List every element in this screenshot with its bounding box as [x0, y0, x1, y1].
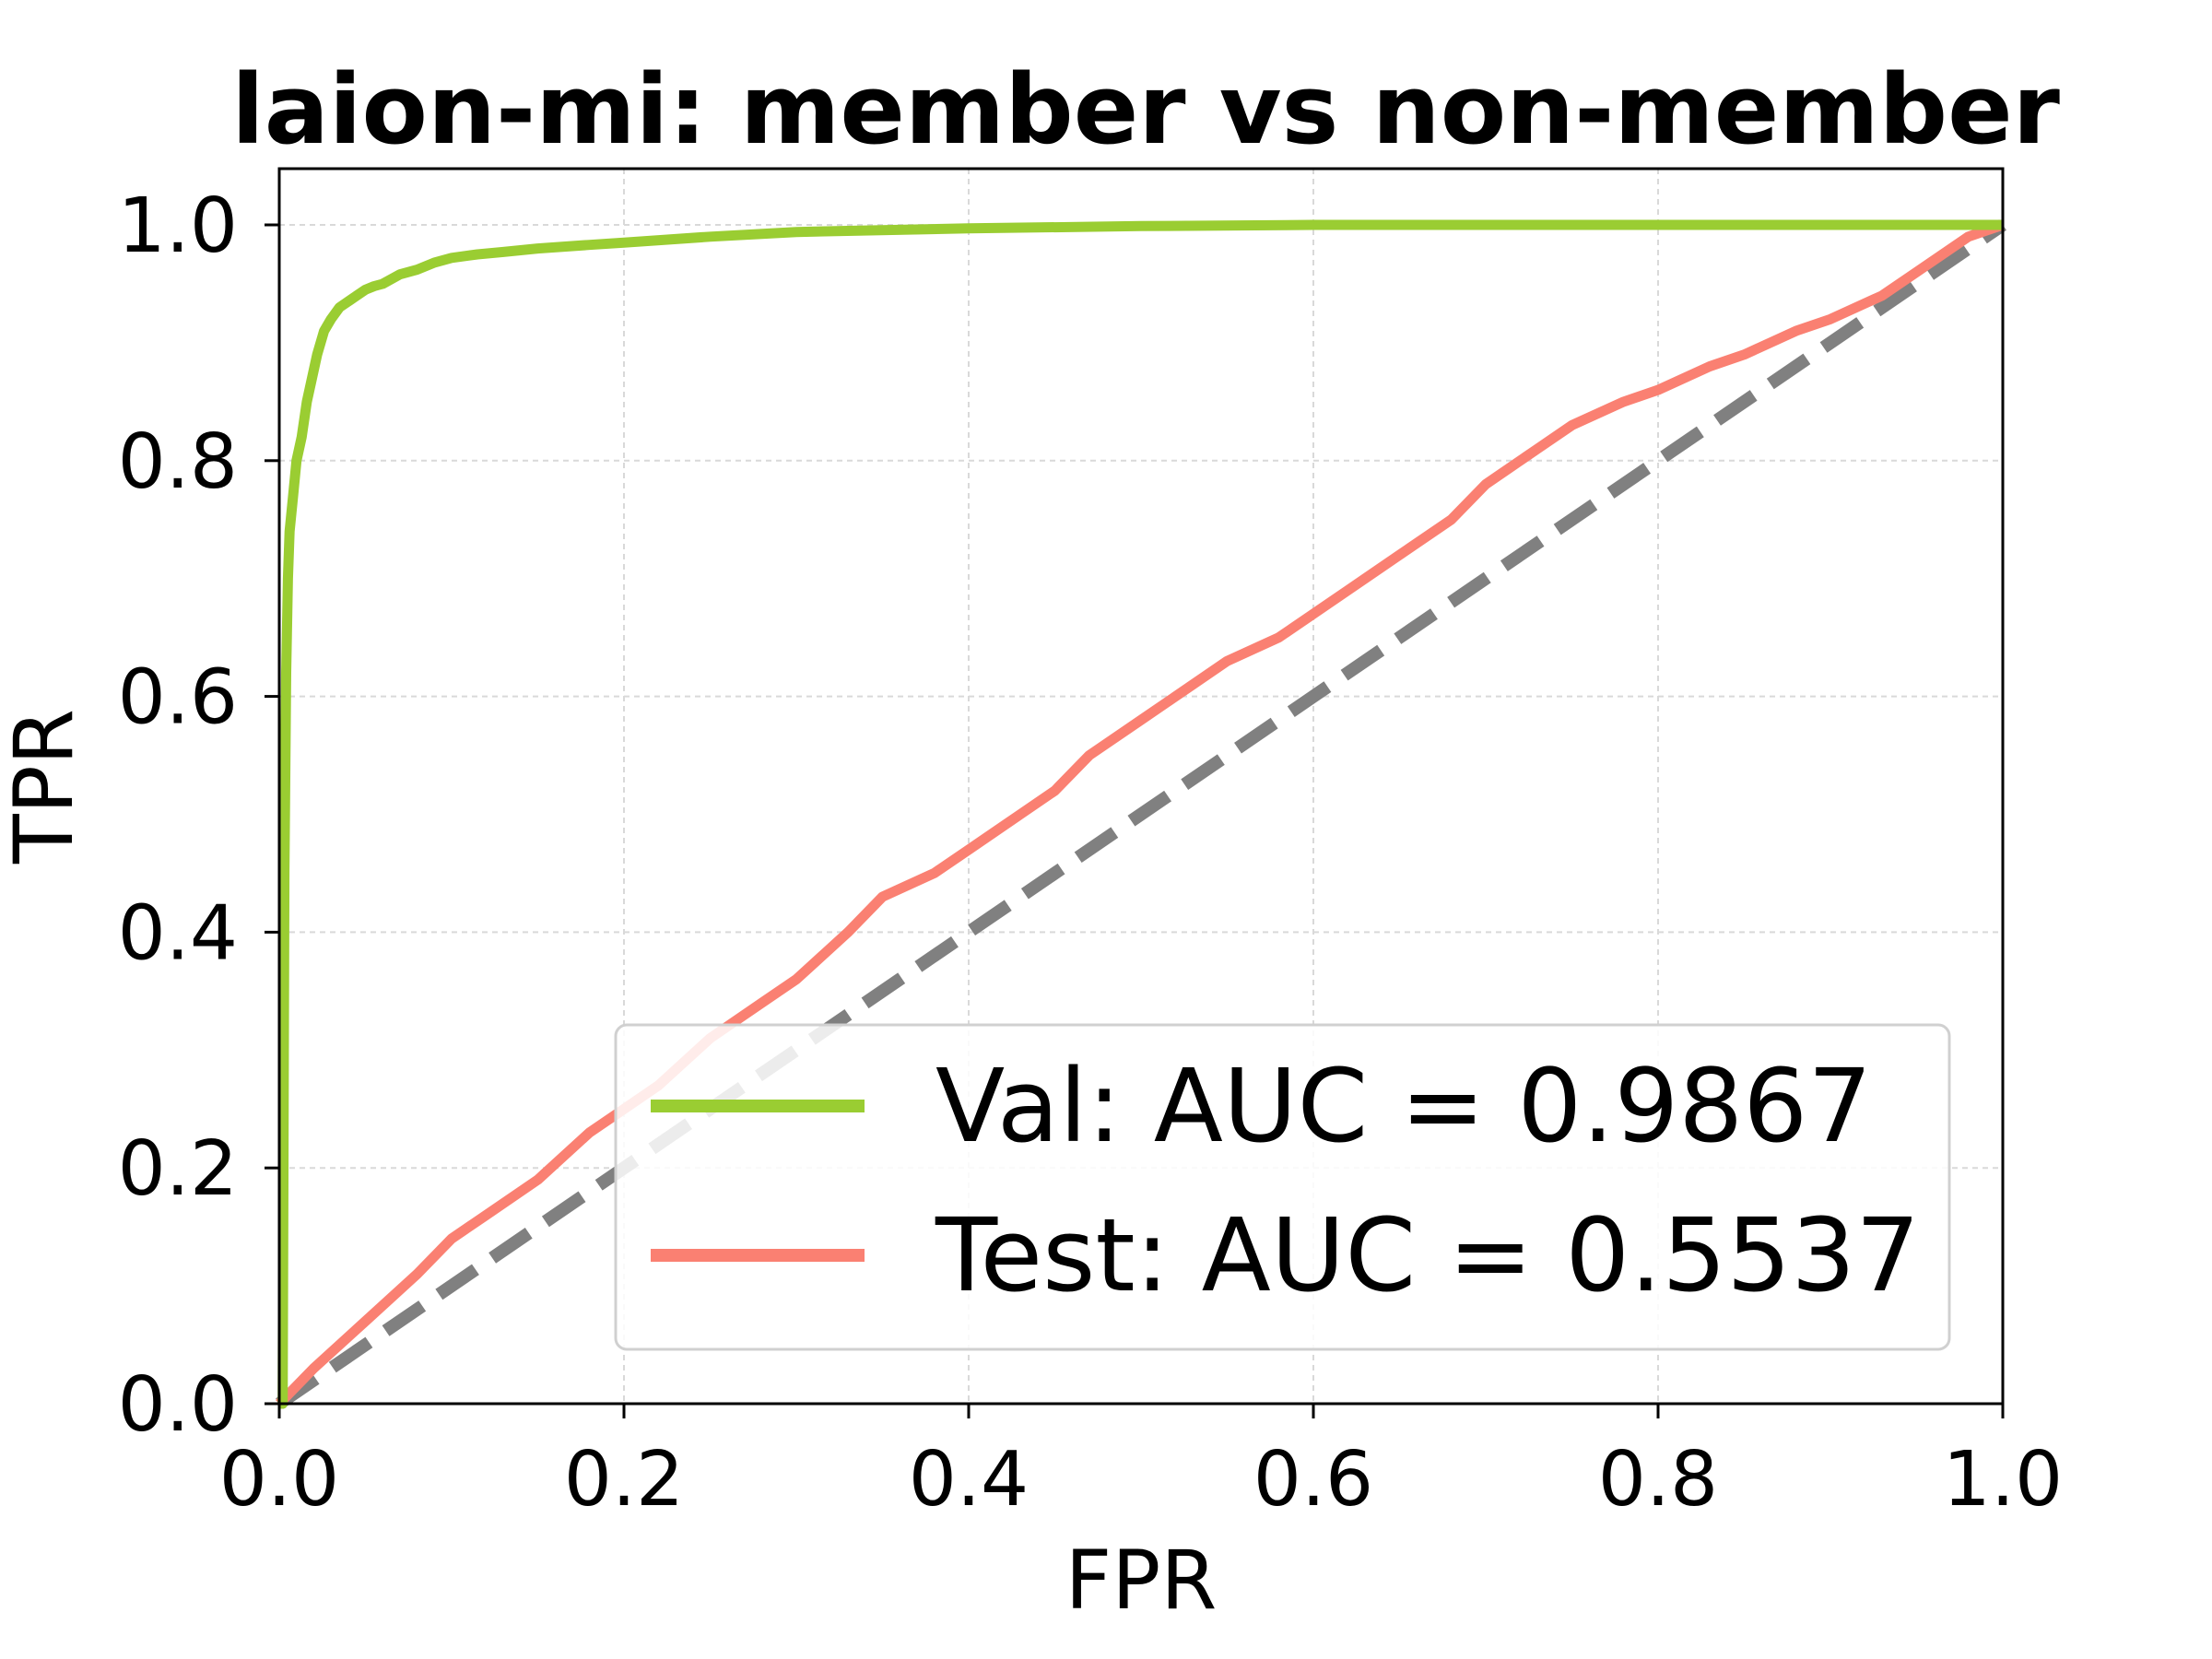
x-tick-label-1: 0.2: [564, 1436, 684, 1524]
plot-frame: [277, 167, 2005, 1406]
ticks: 0.0 0.2 0.4 0.6 0.8 1.0 0.0 0.2 0.4 0.6 0.8 1.0: [118, 182, 2064, 1524]
chart-title: laion-mi: member vs non-member: [231, 53, 2060, 166]
test-roc-line: [276, 219, 2005, 1407]
y-tick-label-5: 1.0: [118, 182, 238, 270]
x-tick-label-2: 0.4: [909, 1436, 1029, 1524]
legend: Val: AUC = 0.9867 Test: AUC = 0.5537: [614, 1023, 1951, 1351]
x-axis-label: FPR: [1065, 1533, 1218, 1628]
y-tick-label-4: 0.8: [118, 418, 238, 506]
val-roc-line: [277, 219, 2003, 1409]
chance-diagonal-line: [276, 219, 2006, 1409]
y-tick-label-3: 0.6: [118, 654, 238, 742]
x-tick-label-5: 1.0: [1943, 1436, 2063, 1524]
y-tick-label-2: 0.4: [118, 889, 238, 977]
legend-box: [614, 1023, 1951, 1351]
y-tick-label-1: 0.2: [118, 1125, 238, 1213]
legend-label-0: Val: AUC = 0.9867: [935, 1047, 1872, 1165]
x-tick-label-3: 0.6: [1253, 1436, 1373, 1524]
series-layer: [276, 219, 2006, 1409]
y-axis-label: TPR: [0, 709, 91, 865]
x-tick-label-0: 0.0: [219, 1436, 339, 1524]
legend-label-1: Test: AUC = 0.5537: [935, 1196, 1920, 1314]
y-tick-label-0: 0.0: [118, 1361, 238, 1449]
x-tick-label-4: 0.8: [1598, 1436, 1718, 1524]
